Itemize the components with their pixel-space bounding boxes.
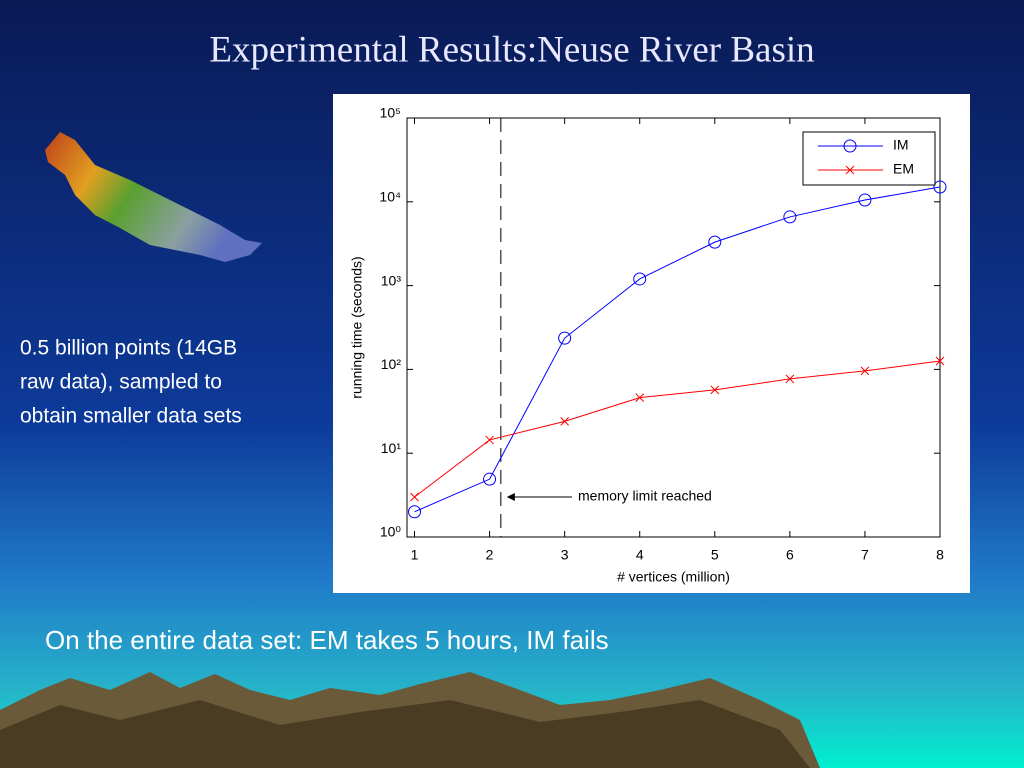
annotation-text: memory limit reached [578, 488, 712, 504]
side-text: obtain smaller data sets [20, 405, 242, 428]
point [483, 472, 497, 486]
x-tick-label: 4 [636, 547, 644, 563]
annotation-arrowhead [506, 493, 515, 501]
point [783, 210, 797, 224]
point [633, 272, 647, 286]
y-tick-label: 10⁵ [380, 105, 401, 121]
legend-marker [843, 139, 857, 153]
point [635, 393, 645, 403]
point [560, 416, 570, 426]
point [410, 492, 419, 502]
series-line [414, 186, 941, 513]
mountains-shade [0, 700, 810, 768]
chart: 10⁰ 10¹ 10² 10³ 10⁴ 10⁵ 1 2 3 4 5 6 7 8 # vertices (mi… [349, 105, 947, 585]
side-text: raw data), sampled to [20, 371, 222, 394]
point [485, 435, 494, 445]
point [935, 356, 945, 366]
y-tick-label: 10² [381, 356, 402, 372]
legend [802, 131, 936, 186]
legend-marker [845, 165, 855, 175]
x-axis-label: # vertices (million) [617, 569, 730, 585]
point [710, 385, 720, 395]
y-tick-label: 10¹ [381, 440, 402, 456]
point [933, 180, 947, 194]
y-tick-label: 10⁴ [379, 189, 401, 205]
bottom-text: On the entire data set: EM takes 5 hours… [45, 625, 609, 655]
point [858, 193, 872, 207]
x-tick-label: 8 [936, 547, 944, 563]
legend-label: IM [893, 137, 909, 153]
basin-map [45, 132, 262, 262]
slide-title: Experimental Results:Neuse River Basin [209, 29, 814, 70]
y-tick-label: 10³ [381, 272, 402, 288]
legend-label: EM [893, 161, 914, 177]
point [708, 235, 722, 249]
y-tick-label: 10⁰ [380, 524, 402, 540]
point [408, 505, 422, 519]
x-tick-label: 6 [786, 547, 794, 563]
series-line [414, 360, 941, 498]
plot-area [406, 117, 941, 538]
x-tick-label: 7 [861, 547, 869, 563]
x-tick-label: 2 [486, 547, 494, 563]
x-tick-label: 1 [411, 547, 419, 563]
side-text: 0.5 billion points (14GB [20, 337, 237, 360]
y-axis-label: running time (seconds) [349, 256, 365, 398]
x-tick-label: 5 [711, 547, 719, 563]
x-tick-label: 3 [561, 547, 569, 563]
point [558, 331, 572, 345]
point [860, 366, 870, 376]
point [785, 374, 795, 384]
